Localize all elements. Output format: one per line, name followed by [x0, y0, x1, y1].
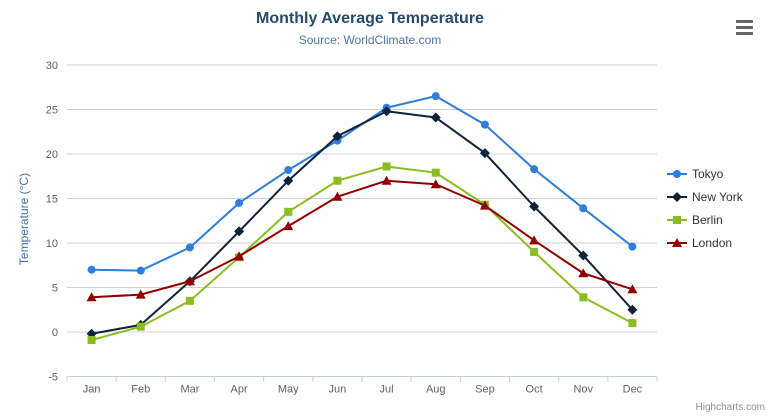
point-berlin-dec[interactable]: [628, 319, 637, 328]
point-london-mar[interactable]: [184, 276, 195, 286]
y-tick-label: 0: [52, 327, 58, 339]
point-new-york-sep[interactable]: [479, 148, 490, 159]
legend-label: Tokyo: [692, 166, 724, 181]
legend-label: London: [692, 235, 733, 250]
point-berlin-nov[interactable]: [579, 293, 588, 302]
x-tick-label: Apr: [231, 384, 248, 396]
point-berlin-feb[interactable]: [136, 322, 145, 331]
legend-label: Berlin: [692, 212, 723, 227]
point-new-york-nov[interactable]: [578, 250, 589, 261]
point-tokyo-nov[interactable]: [579, 204, 588, 213]
point-tokyo-sep[interactable]: [480, 120, 489, 129]
point-london-jul[interactable]: [381, 175, 392, 185]
legend-marker-diamond-icon: [667, 191, 687, 202]
x-tick-label: Feb: [131, 384, 150, 396]
legend-marker-symbol[interactable]: [672, 191, 682, 202]
x-tick-label: Jan: [83, 384, 101, 396]
legend-marker-symbol[interactable]: [673, 215, 681, 224]
x-tick-label: Jun: [329, 384, 347, 396]
legend-item-tokyo[interactable]: Tokyo: [667, 162, 743, 185]
context-menu-button[interactable]: [733, 17, 757, 37]
legend-marker-symbol[interactable]: [672, 237, 682, 247]
point-tokyo-oct[interactable]: [530, 165, 539, 174]
highcharts-credits-link[interactable]: Highcharts.com: [695, 402, 765, 413]
y-axis-title: Temperature (°C): [17, 172, 31, 266]
x-tick-label: Aug: [426, 384, 446, 396]
x-tick-label: Mar: [180, 384, 199, 396]
x-tick-label: Jul: [380, 384, 394, 396]
point-tokyo-apr[interactable]: [235, 198, 244, 207]
x-tick-label: Dec: [623, 384, 643, 396]
x-tick-label: May: [278, 384, 299, 396]
point-london-aug[interactable]: [430, 179, 441, 189]
y-tick-label: 25: [46, 105, 58, 117]
point-berlin-jun[interactable]: [333, 176, 342, 185]
point-tokyo-dec[interactable]: [628, 242, 637, 251]
point-new-york-dec[interactable]: [627, 304, 638, 315]
point-london-feb[interactable]: [135, 289, 146, 299]
y-tick-label: 30: [46, 60, 58, 72]
legend-marker-square-icon: [667, 215, 687, 224]
point-tokyo-jan[interactable]: [87, 265, 96, 274]
point-new-york-apr[interactable]: [234, 226, 245, 237]
series-line-london: [90, 179, 634, 299]
point-tokyo-aug[interactable]: [431, 92, 440, 101]
hamburger-menu-icon: [736, 25, 753, 29]
legend: Tokyo New York Berlin London: [667, 162, 743, 254]
legend-label: New York: [692, 189, 743, 204]
x-tick-label: Sep: [475, 384, 495, 396]
point-berlin-mar[interactable]: [185, 296, 194, 305]
point-berlin-aug[interactable]: [431, 168, 440, 177]
point-london-sep[interactable]: [479, 200, 490, 210]
x-tick-label: Oct: [526, 384, 543, 396]
legend-item-london[interactable]: London: [667, 231, 743, 254]
y-tick-label: 15: [46, 194, 58, 206]
point-berlin-may[interactable]: [284, 207, 293, 216]
legend-item-berlin[interactable]: Berlin: [667, 208, 743, 231]
point-new-york-oct[interactable]: [529, 201, 540, 212]
point-london-nov[interactable]: [578, 268, 589, 278]
chart-title: Monthly Average Temperature: [256, 10, 484, 27]
hamburger-menu-icon: [736, 31, 753, 35]
point-london-may[interactable]: [283, 221, 294, 231]
legend-marker-triangle-icon: [667, 237, 687, 247]
point-london-dec[interactable]: [627, 284, 638, 294]
point-berlin-jul[interactable]: [382, 162, 391, 171]
point-berlin-jan[interactable]: [87, 336, 96, 345]
point-london-jan[interactable]: [86, 292, 97, 302]
point-london-oct[interactable]: [529, 235, 540, 245]
point-new-york-aug[interactable]: [430, 112, 441, 123]
y-tick-label: 5: [52, 283, 58, 295]
legend-marker-symbol[interactable]: [673, 169, 681, 178]
legend-item-new-york[interactable]: New York: [667, 185, 743, 208]
point-new-york-may[interactable]: [283, 175, 294, 186]
point-london-apr[interactable]: [234, 251, 245, 261]
point-tokyo-mar[interactable]: [185, 243, 194, 252]
series-line-tokyo: [90, 95, 634, 272]
y-tick-label: 20: [46, 149, 58, 161]
series-line-berlin: [90, 165, 634, 342]
point-new-york-jul[interactable]: [381, 106, 392, 117]
hamburger-menu-icon: [736, 19, 753, 23]
series-line-new-york: [90, 110, 634, 335]
chart-subtitle: Source: WorldClimate.com: [298, 33, 442, 47]
point-tokyo-may[interactable]: [284, 166, 293, 175]
point-tokyo-feb[interactable]: [136, 266, 145, 275]
x-tick-label: Nov: [573, 384, 593, 396]
point-london-jun[interactable]: [332, 191, 343, 201]
legend-marker-circle-icon: [667, 169, 687, 178]
y-tick-label: 10: [46, 238, 58, 250]
point-berlin-oct[interactable]: [530, 247, 539, 256]
y-tick-label: -5: [48, 372, 58, 384]
point-new-york-jun[interactable]: [332, 131, 343, 142]
